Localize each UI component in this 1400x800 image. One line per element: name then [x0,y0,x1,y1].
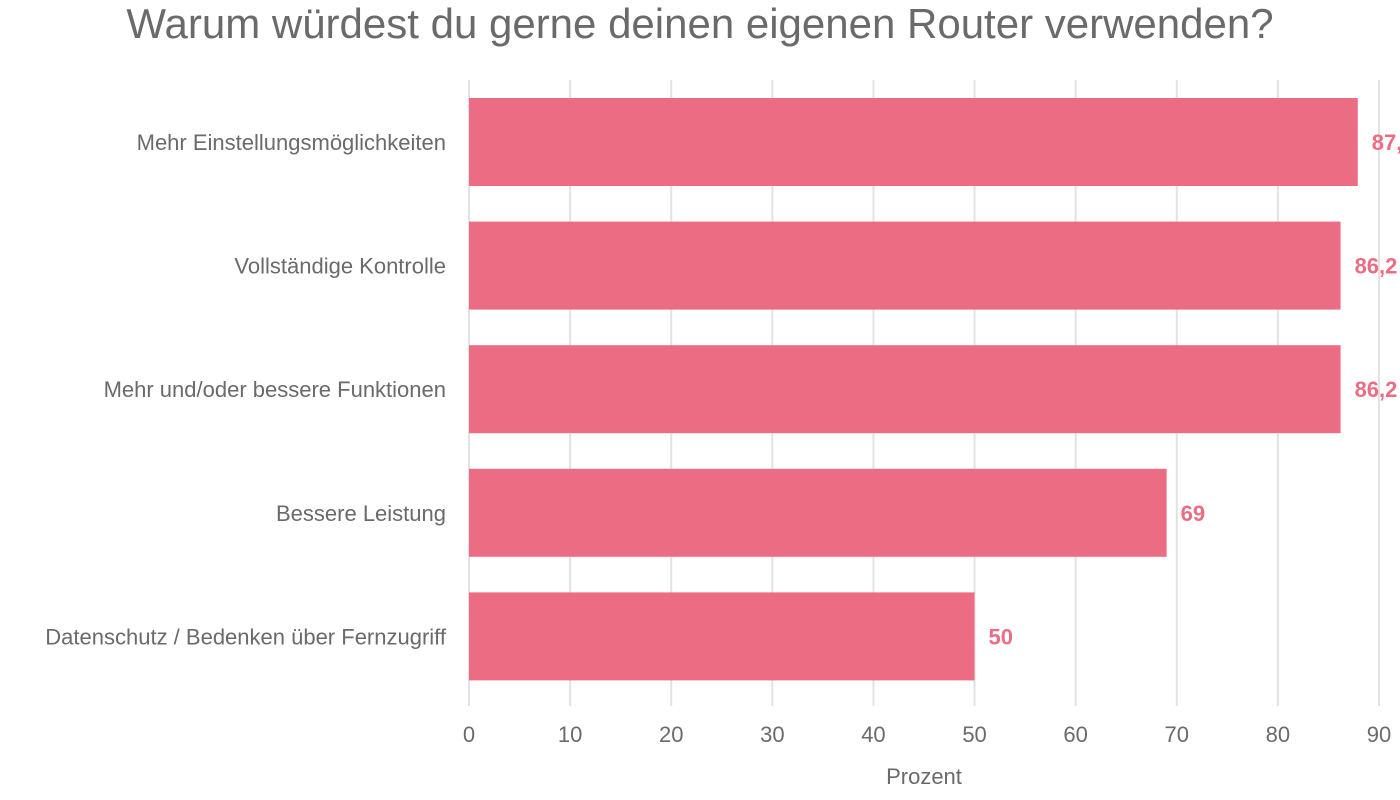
x-axis-ticks: 0 10 20 30 40 50 60 70 80 90 [463,722,1391,747]
category-label: Bessere Leistung [276,501,446,526]
chart-title: Warum würdest du gerne deinen eigenen Ro… [126,0,1273,47]
category-label: Mehr und/oder bessere Funktionen [104,377,446,402]
data-labels: 87,9 86,2 86,2 69 50 [989,130,1400,649]
bar [469,98,1358,186]
bar [469,345,1341,434]
x-tick-label: 10 [558,722,582,747]
x-tick-label: 80 [1266,722,1290,747]
x-tick-label: 30 [760,722,784,747]
x-tick-label: 0 [463,722,475,747]
x-axis-title: Prozent [886,764,962,789]
x-tick-label: 50 [962,722,986,747]
category-label: Mehr Einstellungsmöglichkeiten [137,130,446,155]
data-label: 86,2 [1355,254,1398,279]
data-label: 50 [989,624,1013,649]
x-tick-label: 40 [861,722,885,747]
bars [469,98,1358,681]
category-label: Datenschutz / Bedenken über Fernzugriff [45,624,447,649]
data-label: 86,2 [1355,377,1398,402]
x-tick-label: 90 [1367,722,1391,747]
bar [469,468,1167,557]
category-label: Vollständige Kontrolle [234,254,446,279]
category-labels: Mehr Einstellungsmöglichkeiten Vollständi… [45,130,447,649]
bar [469,221,1341,310]
bar [469,592,975,681]
x-tick-label: 60 [1063,722,1087,747]
data-label: 69 [1181,501,1205,526]
data-label: 87,9 [1372,130,1400,155]
x-tick-label: 70 [1165,722,1189,747]
x-tick-label: 20 [659,722,683,747]
